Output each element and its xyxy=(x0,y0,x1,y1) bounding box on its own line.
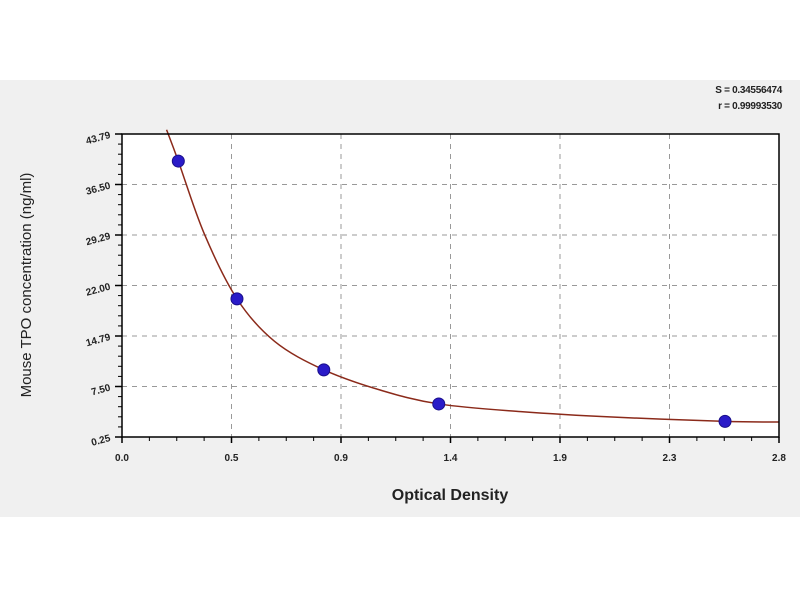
y-tick-label: 0.25 xyxy=(90,433,112,449)
y-tick-label: 43.79 xyxy=(85,130,112,147)
x-axis-label: Optical Density xyxy=(392,487,509,504)
y-tick-label: 22.00 xyxy=(85,282,112,299)
data-point xyxy=(171,154,185,168)
x-tick-label: 2.3 xyxy=(663,453,677,464)
fit-curve xyxy=(165,129,780,423)
data-point xyxy=(317,363,331,377)
x-tick-label: 0.5 xyxy=(225,453,239,464)
x-tick-label: 0.9 xyxy=(334,453,348,464)
stat-s: S = 0.34556474 xyxy=(715,85,782,96)
y-tick-label: 36.50 xyxy=(85,181,112,198)
y-axis-label: Mouse TPO concentration (ng/ml) xyxy=(18,173,35,398)
y-tick-label: 14.79 xyxy=(85,332,112,349)
y-tick-label: 7.50 xyxy=(90,383,112,399)
data-point xyxy=(718,414,732,428)
x-tick-label: 1.9 xyxy=(553,453,567,464)
x-tick-label: 1.4 xyxy=(444,453,458,464)
x-tick-label: 2.8 xyxy=(772,453,786,464)
data-point xyxy=(432,397,446,411)
x-tick-label: 0.0 xyxy=(115,453,129,464)
data-point xyxy=(230,292,244,306)
stat-r: r = 0.99993530 xyxy=(718,101,782,112)
y-tick-label: 29.29 xyxy=(85,231,112,248)
